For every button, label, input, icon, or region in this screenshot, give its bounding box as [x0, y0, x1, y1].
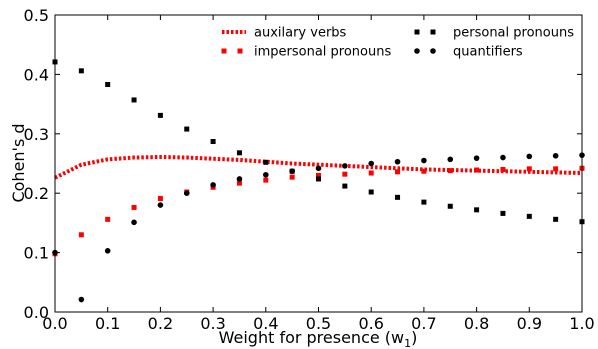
data-point-square — [342, 171, 348, 177]
x-tick-label: 0.8 — [464, 314, 489, 333]
data-point-square — [157, 112, 163, 118]
data-point-circle — [104, 248, 111, 254]
y-tick-label: 0.3 — [24, 125, 49, 144]
data-point-circle — [421, 157, 427, 164]
x-tick-label: 0.3 — [200, 314, 225, 333]
y-tick-label: 0.5 — [24, 6, 49, 25]
data-point-square — [342, 183, 348, 189]
data-point-circle — [131, 219, 137, 226]
x-tick-label: 1.0 — [569, 314, 594, 333]
data-point-square — [210, 139, 216, 145]
x-tick-label: 0.4 — [253, 314, 278, 333]
data-point-circle — [526, 153, 533, 160]
legend-label: quantifiers — [453, 45, 523, 60]
y-tick-label: 0.0 — [24, 303, 49, 322]
data-point-square — [421, 168, 427, 174]
legend-label: impersonal pronouns — [254, 45, 391, 60]
y-tick-label: 0.4 — [24, 65, 49, 84]
data-point-circle — [368, 160, 375, 167]
data-point-square — [553, 166, 559, 172]
data-point-circle — [157, 202, 164, 208]
data-point-circle — [447, 156, 454, 163]
data-point-square — [447, 203, 453, 209]
data-point-square — [131, 204, 137, 210]
data-point-circle — [394, 158, 401, 165]
data-point-circle — [210, 182, 216, 188]
x-tick-label: 0.7 — [411, 314, 436, 333]
x-tick-label: 0.6 — [358, 314, 383, 333]
data-point-square — [263, 177, 269, 183]
data-point-square — [526, 166, 532, 172]
data-point-square — [395, 169, 401, 175]
data-point-square — [553, 216, 559, 222]
data-point-circle — [500, 154, 506, 161]
data-point-square — [184, 126, 190, 132]
data-point-square — [500, 210, 506, 216]
data-marks — [52, 59, 585, 303]
data-point-square — [289, 174, 295, 180]
data-point-square — [236, 180, 242, 186]
data-point-square — [447, 168, 453, 174]
legend-circle-swatch — [414, 48, 420, 54]
legend-label: personal pronouns — [453, 26, 574, 41]
data-point-square — [236, 150, 242, 156]
legend-circle-swatch — [430, 48, 436, 54]
x-tick-label: 0.9 — [517, 314, 542, 333]
data-point-circle — [78, 296, 85, 303]
data-point-square — [368, 170, 374, 176]
data-point-square — [474, 207, 480, 213]
legend-square-swatch — [414, 29, 420, 35]
axis-ticks: 0.0 0.1 0.2 0.3 0.4 0.5 0.6 0.7 0.8 0.9 1.0 0.0 0.1 0… — [24, 6, 595, 333]
data-point-circle — [473, 155, 480, 161]
data-point-square — [421, 199, 427, 205]
data-point-circle — [263, 171, 269, 178]
data-point-square — [105, 81, 111, 87]
data-point-circle — [552, 152, 559, 159]
x-tick-label: 0.1 — [95, 314, 120, 333]
data-point-circle — [315, 165, 322, 172]
data-point-circle — [289, 168, 295, 175]
data-point-square — [316, 176, 321, 182]
data-point-square — [157, 196, 163, 202]
y-tick-label: 0.1 — [24, 244, 49, 263]
data-point-square — [78, 232, 84, 238]
x-axis-title: Weight for presence (w1) — [219, 328, 418, 349]
data-point-square — [500, 166, 506, 172]
y-axis-title: Cohen's d — [9, 123, 28, 202]
x-tick-label: 0.2 — [148, 314, 173, 333]
legend-square-swatch — [430, 29, 436, 35]
x-tick-label: 0.0 — [42, 314, 67, 333]
data-point-square — [78, 68, 84, 74]
x-tick-label: 0.5 — [306, 314, 331, 333]
legend-square-swatch — [221, 48, 227, 54]
legend: auxilary verbs impersonal pronouns persona… — [221, 26, 574, 60]
data-point-circle — [342, 163, 348, 169]
series-line-auxilary-verbs — [54, 154, 583, 180]
data-point-square — [263, 159, 269, 165]
data-point-square — [105, 216, 111, 222]
legend-label: auxilary verbs — [254, 26, 347, 41]
data-point-square — [395, 194, 401, 200]
y-tick-label: 0.2 — [24, 184, 49, 203]
data-point-square — [131, 97, 137, 103]
data-point-square — [316, 172, 321, 178]
data-point-square — [368, 189, 374, 195]
data-point-square — [474, 167, 480, 173]
data-point-circle — [183, 190, 190, 196]
data-point-circle — [236, 176, 243, 182]
legend-square-swatch — [237, 48, 243, 54]
data-point-square — [526, 213, 532, 219]
